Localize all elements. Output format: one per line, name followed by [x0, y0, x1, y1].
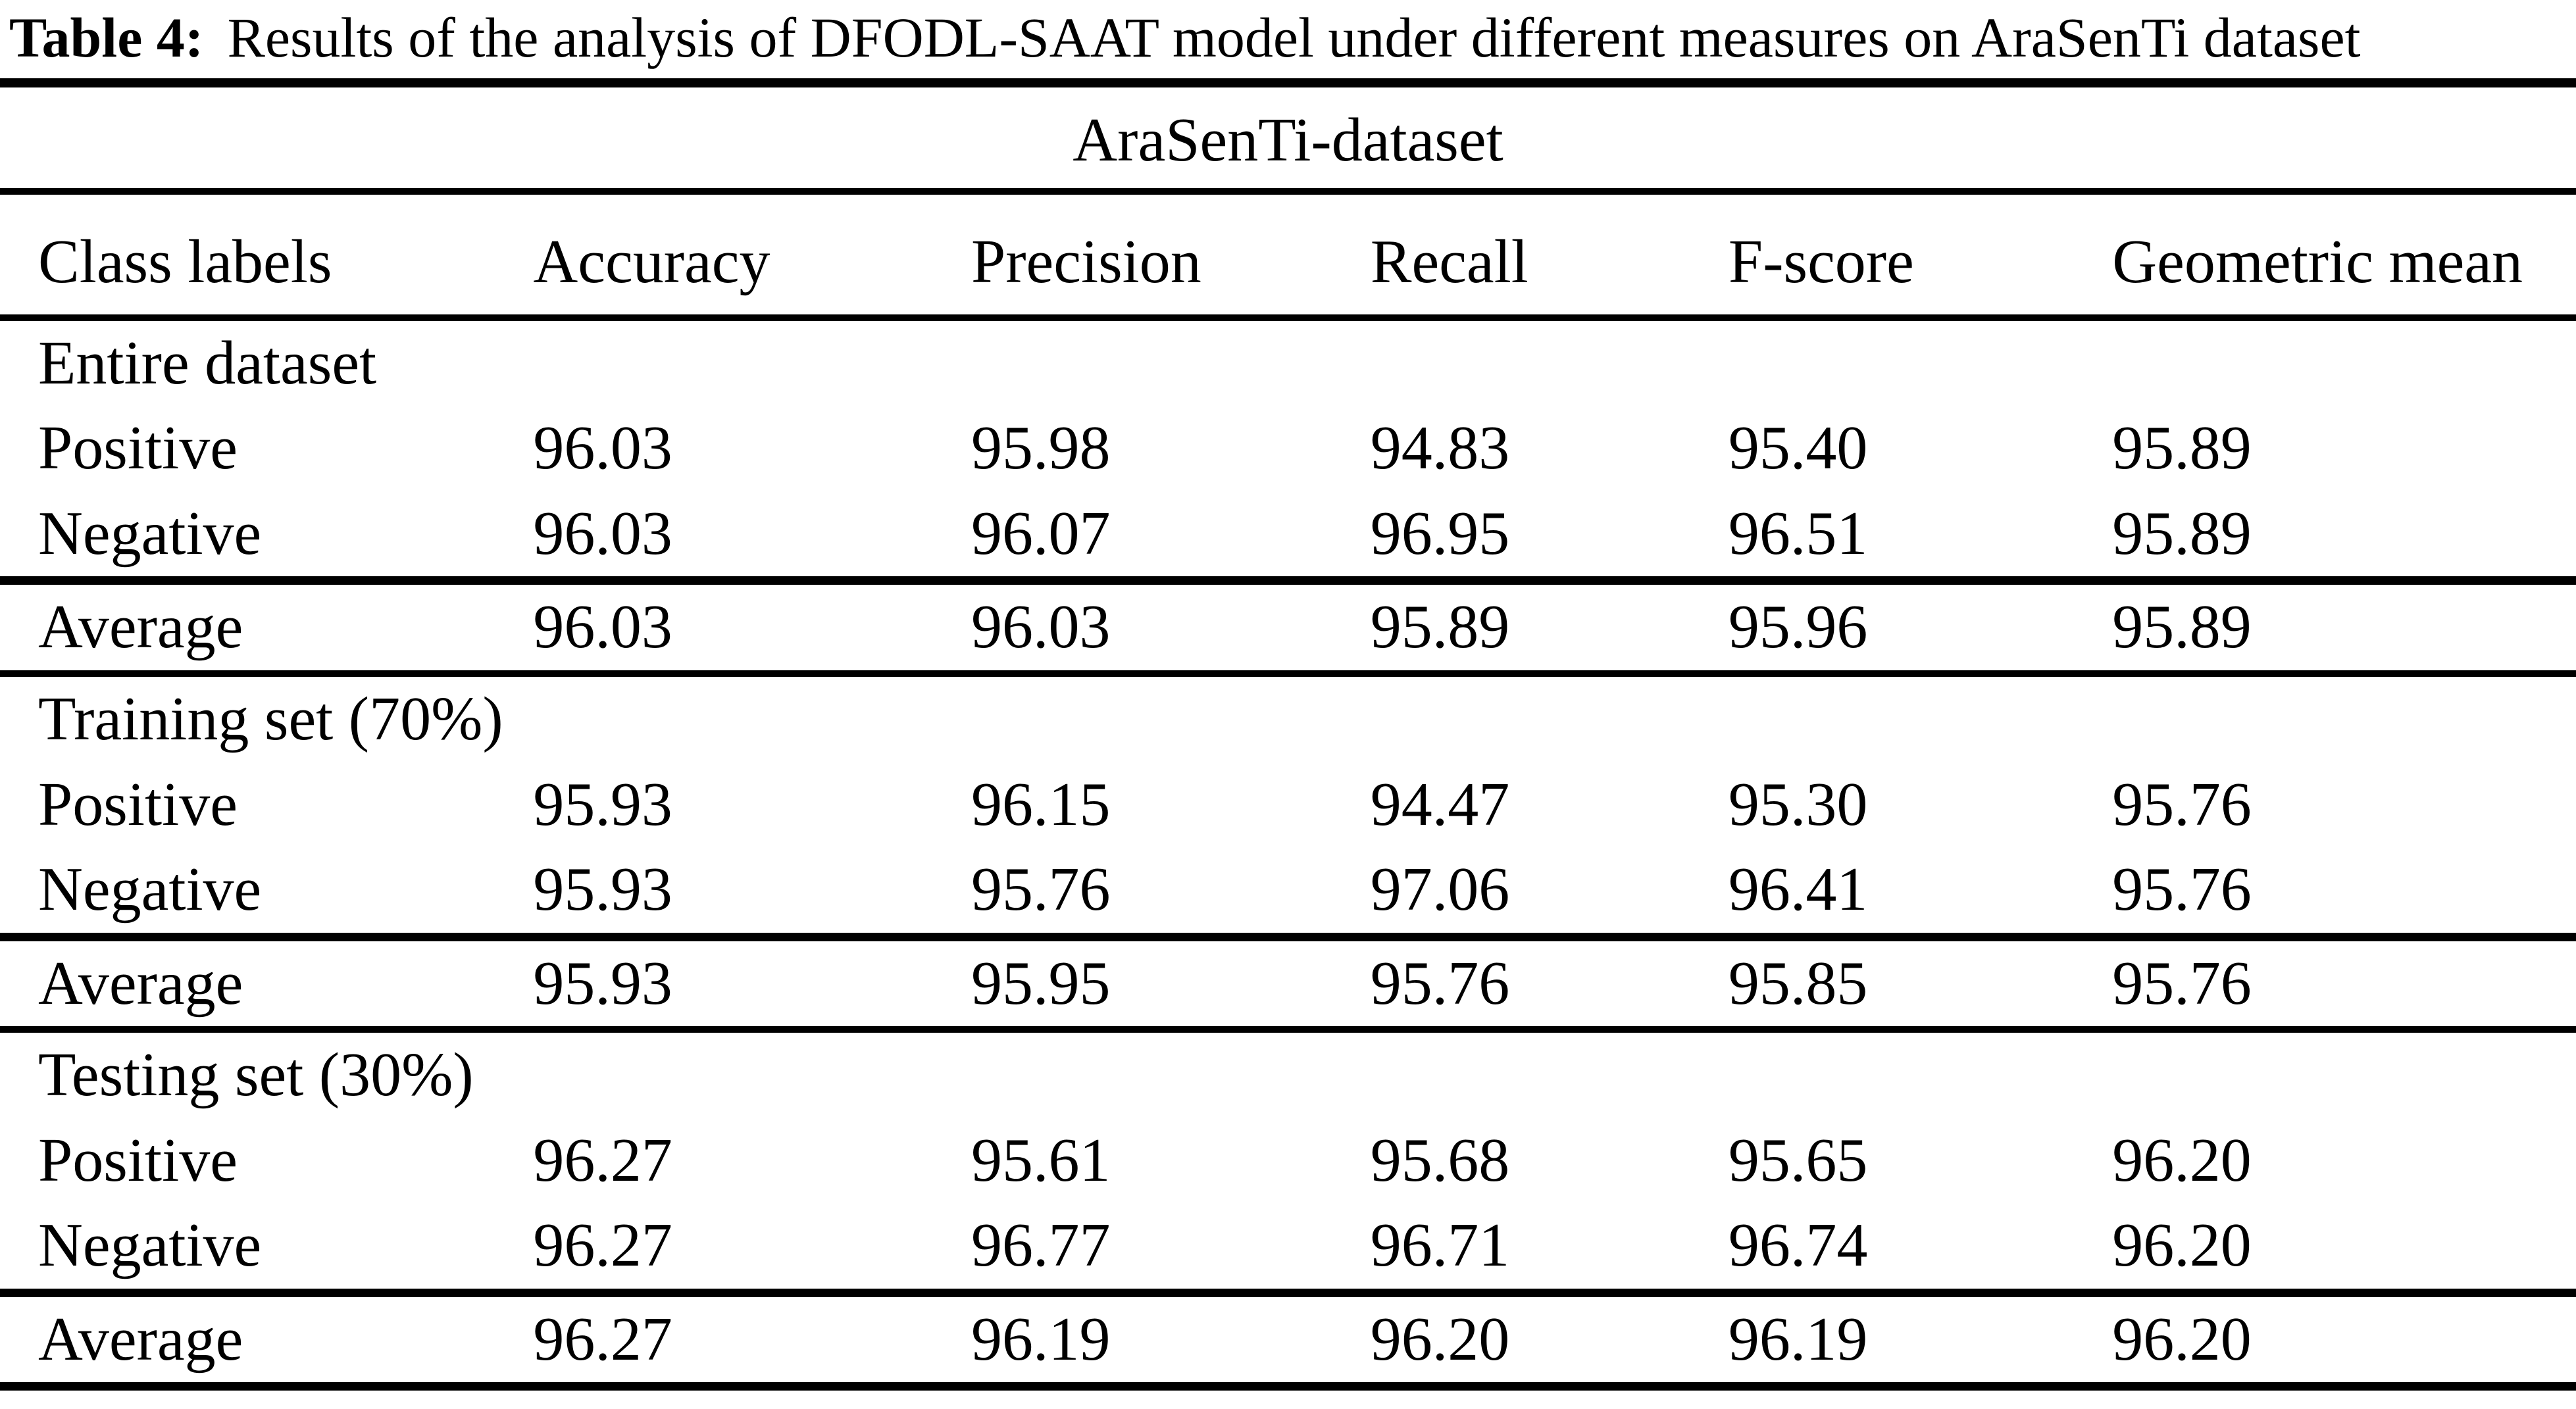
cell-precision: 95.95 — [971, 932, 1371, 1033]
cell-accuracy: 95.93 — [533, 855, 672, 924]
cell-f-score: 95.96 — [1728, 576, 2113, 677]
group-label: Entire dataset — [38, 328, 377, 397]
row-label: Positive — [38, 414, 238, 483]
cell-geometric-mean: 96.20 — [2112, 1125, 2252, 1195]
average-row-testing-set: Average 96.27 96.19 96.20 96.19 96.20 — [0, 1288, 2576, 1390]
cell-precision: 96.77 — [971, 1211, 1111, 1280]
data-row-entire-negative: Negative 96.03 96.07 96.95 96.51 95.89 — [0, 491, 2576, 581]
cell-accuracy: 96.27 — [533, 1211, 672, 1280]
cell-precision: 96.15 — [971, 770, 1111, 839]
cell-precision: 95.76 — [971, 855, 1111, 924]
data-row-entire-positive: Positive 96.03 95.98 94.83 95.40 95.89 — [0, 406, 2576, 491]
row-label: Positive — [38, 1125, 238, 1195]
cell-f-score: 96.51 — [1728, 499, 1868, 568]
caption-label: Table 4: — [9, 6, 204, 69]
cell-recall: 95.89 — [1370, 576, 1729, 677]
row-label: Negative — [38, 499, 262, 568]
cell-accuracy: 95.93 — [533, 932, 971, 1033]
cell-recall: 96.20 — [1370, 1288, 1729, 1390]
cell-f-score: 96.74 — [1728, 1211, 1868, 1280]
column-header-f-score: F-score — [1728, 191, 2113, 321]
cell-accuracy: 96.03 — [533, 414, 672, 483]
row-label: Average — [0, 576, 534, 677]
cell-precision: 95.98 — [971, 414, 1111, 483]
column-header-row: Class labels Accuracy Precision Recall F… — [0, 191, 2576, 321]
average-row-entire-dataset: Average 96.03 96.03 95.89 95.96 95.89 — [0, 576, 2576, 677]
column-header-precision: Precision — [971, 191, 1371, 321]
row-label: Negative — [38, 855, 262, 924]
average-row-training-set: Average 95.93 95.95 95.76 95.85 95.76 — [0, 932, 2576, 1033]
cell-accuracy: 96.03 — [533, 576, 971, 677]
cell-f-score: 95.65 — [1728, 1125, 1868, 1195]
row-label: Negative — [38, 1211, 262, 1280]
spanning-header-row: AraSenTi-dataset — [0, 82, 2576, 195]
cell-geometric-mean: 95.76 — [2112, 932, 2576, 1033]
row-label: Average — [0, 1288, 534, 1390]
group-label: Testing set (30%) — [38, 1041, 474, 1110]
column-header-class-labels: Class labels — [0, 191, 534, 321]
group-row-testing-set: Testing set (30%) — [0, 1029, 2576, 1118]
group-row-training-set: Training set (70%) — [0, 674, 2576, 762]
cell-geometric-mean: 95.76 — [2112, 855, 2252, 924]
data-row-training-negative: Negative 95.93 95.76 97.06 96.41 95.76 — [0, 847, 2576, 937]
cell-geometric-mean: 95.89 — [2112, 499, 2252, 568]
caption-text: Results of the analysis of DFODL-SAAT mo… — [227, 6, 2361, 69]
cell-recall: 95.76 — [1370, 932, 1729, 1033]
cell-recall: 95.68 — [1370, 1125, 1510, 1195]
group-row-entire-dataset: Entire dataset — [0, 318, 2576, 407]
cell-geometric-mean: 95.89 — [2112, 414, 2252, 483]
data-row-testing-negative: Negative 96.27 96.77 96.71 96.74 96.20 — [0, 1203, 2576, 1293]
cell-recall: 94.47 — [1370, 770, 1510, 839]
data-row-testing-positive: Positive 96.27 95.61 95.68 95.65 96.20 — [0, 1118, 2576, 1204]
cell-recall: 96.71 — [1370, 1211, 1510, 1280]
cell-geometric-mean: 96.20 — [2112, 1211, 2252, 1280]
data-row-training-positive: Positive 95.93 96.15 94.47 95.30 95.76 — [0, 762, 2576, 848]
row-label: Average — [0, 932, 534, 1033]
table-caption: Table 4: Results of the analysis of DFODL… — [0, 0, 2576, 78]
cell-geometric-mean: 95.89 — [2112, 576, 2576, 677]
cell-recall: 94.83 — [1370, 414, 1510, 483]
cell-geometric-mean: 95.76 — [2112, 770, 2252, 839]
cell-accuracy: 95.93 — [533, 770, 672, 839]
column-header-accuracy: Accuracy — [533, 191, 971, 321]
results-table: AraSenTi-dataset Class labels Accuracy P… — [0, 78, 2576, 1391]
cell-accuracy: 96.27 — [533, 1288, 971, 1390]
cell-precision: 96.03 — [971, 576, 1371, 677]
cell-recall: 96.95 — [1370, 499, 1510, 568]
cell-f-score: 95.40 — [1728, 414, 1868, 483]
cell-precision: 96.07 — [971, 499, 1111, 568]
cell-f-score: 95.30 — [1728, 770, 1868, 839]
cell-f-score: 96.19 — [1728, 1288, 2113, 1390]
group-label: Training set (70%) — [38, 684, 503, 753]
cell-accuracy: 96.03 — [533, 499, 672, 568]
cell-recall: 97.06 — [1370, 855, 1510, 924]
column-header-geometric-mean: Geometric mean — [2112, 191, 2576, 321]
row-label: Positive — [38, 770, 238, 839]
cell-f-score: 96.41 — [1728, 855, 1868, 924]
cell-f-score: 95.85 — [1728, 932, 2113, 1033]
cell-precision: 96.19 — [971, 1288, 1371, 1390]
cell-precision: 95.61 — [971, 1125, 1111, 1195]
cell-accuracy: 96.27 — [533, 1125, 672, 1195]
cell-geometric-mean: 96.20 — [2112, 1288, 2576, 1390]
column-header-recall: Recall — [1370, 191, 1729, 321]
dataset-spanning-header: AraSenTi-dataset — [0, 82, 2576, 195]
